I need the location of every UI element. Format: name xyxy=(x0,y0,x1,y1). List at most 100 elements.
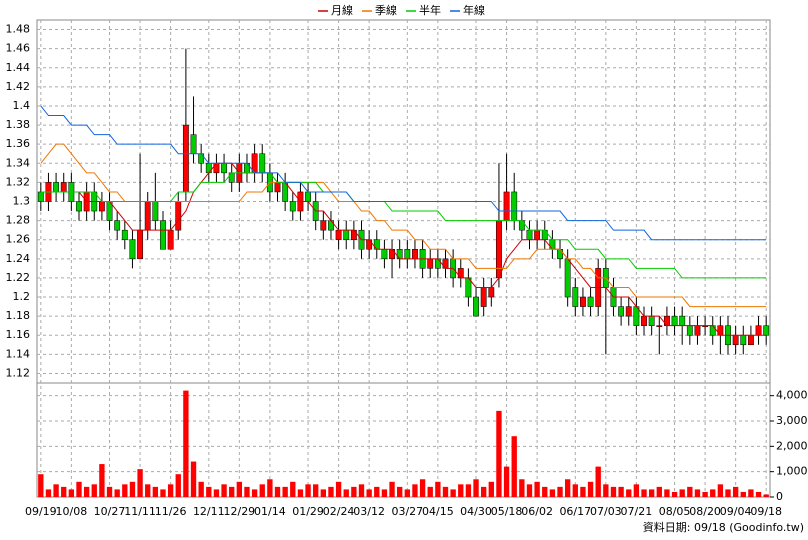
candle-body xyxy=(503,191,510,221)
ma-line xyxy=(40,172,767,279)
volume-bar xyxy=(38,474,44,497)
candle-body xyxy=(427,258,434,269)
candle-body xyxy=(152,201,159,221)
volume-bar xyxy=(229,486,235,497)
x-tick-label: 07/03 xyxy=(590,505,622,518)
y-tick-label: 1.16 xyxy=(6,328,31,341)
candle-body xyxy=(335,229,342,240)
candle-body xyxy=(488,287,495,298)
candle-body xyxy=(763,325,770,336)
candle-body xyxy=(175,201,182,231)
volume-bar xyxy=(480,486,487,497)
candle-body xyxy=(144,201,151,231)
volume-bar xyxy=(671,491,678,497)
candle-body xyxy=(694,325,701,336)
volume-bar xyxy=(76,481,82,497)
candle-body xyxy=(289,201,296,212)
volume-bar xyxy=(656,486,662,497)
volume-bar xyxy=(167,484,174,497)
volume-bar xyxy=(137,469,143,497)
candle-body xyxy=(259,153,266,174)
x-tick-label: 03/12 xyxy=(353,505,385,518)
x-tick-label: 12/29 xyxy=(223,505,255,518)
volume-bar xyxy=(297,489,304,497)
volume-bar xyxy=(282,486,288,497)
volume-bar xyxy=(328,486,334,497)
candle-body xyxy=(511,191,518,221)
volume-bar xyxy=(740,491,746,497)
x-tick-label: 03/27 xyxy=(391,505,423,518)
candle-body xyxy=(709,325,716,336)
volume-bar xyxy=(290,481,296,497)
candle-body xyxy=(98,201,105,212)
y-tick-label: 1.36 xyxy=(6,137,31,150)
x-tick-label: 11/26 xyxy=(155,505,187,518)
volume-bar xyxy=(557,486,563,497)
volume-bar xyxy=(61,486,67,497)
y-tick-label: 1.44 xyxy=(6,61,31,74)
x-tick-label: 12/11 xyxy=(193,505,225,518)
candle-body xyxy=(671,315,678,326)
y2-tick-label: 0 xyxy=(776,490,783,503)
volume-bar xyxy=(618,486,624,497)
volume-bar xyxy=(542,486,548,497)
volume-bar xyxy=(748,489,754,497)
volume-bar xyxy=(603,484,609,497)
volume-bar xyxy=(519,479,525,497)
candle-body xyxy=(618,306,625,317)
candle-body xyxy=(160,220,166,250)
volume-bar xyxy=(442,486,449,497)
volume-bar xyxy=(397,486,403,497)
volume-bar xyxy=(335,481,342,497)
candle-body xyxy=(412,249,418,260)
candle-body xyxy=(755,325,762,336)
volume-bar xyxy=(152,486,159,497)
candle-body xyxy=(732,334,739,346)
volume-bar xyxy=(313,484,319,497)
legend-label: 月線 xyxy=(331,3,353,17)
candle-body xyxy=(121,229,128,240)
x-tick-label: 09/04 xyxy=(720,505,752,518)
volume-bar xyxy=(549,489,556,497)
volume-bar xyxy=(45,489,52,497)
volume-bar xyxy=(435,481,441,497)
candle-body xyxy=(221,163,227,174)
volume-bar xyxy=(633,484,640,497)
candle-body xyxy=(648,315,655,326)
y2-tick-label: 3,000 xyxy=(776,414,808,427)
candle-body xyxy=(305,191,311,202)
volume-bar xyxy=(259,484,265,497)
candle-body xyxy=(572,287,579,307)
y-tick-label: 1.34 xyxy=(6,156,31,169)
y-tick-label: 1.14 xyxy=(6,347,31,360)
candle-body xyxy=(549,239,556,250)
candle-body xyxy=(350,229,357,240)
candle-body xyxy=(641,315,647,326)
volume-bar xyxy=(251,489,258,497)
candle-body xyxy=(564,258,571,298)
y-tick-label: 1.28 xyxy=(6,214,31,227)
candle-body xyxy=(60,182,67,193)
volume-bar xyxy=(198,481,204,497)
volume-bar xyxy=(763,494,769,497)
volume-bar xyxy=(450,489,456,497)
volume-bar xyxy=(580,486,586,497)
volume-bar xyxy=(717,484,724,497)
ma-line xyxy=(40,162,767,336)
candle-body xyxy=(686,325,693,336)
candle-body xyxy=(679,315,686,326)
candle-body xyxy=(76,201,82,212)
candle-body xyxy=(480,287,487,307)
x-tick-label: 06/02 xyxy=(521,505,553,518)
x-tick-label: 01/14 xyxy=(254,505,286,518)
candle-body xyxy=(328,220,334,231)
candle-body xyxy=(129,239,136,260)
volume-bar xyxy=(511,436,517,497)
volume-bar xyxy=(320,489,327,497)
x-tick-label: 09/19 xyxy=(25,505,57,518)
volume-bar xyxy=(160,489,166,497)
y-tick-label: 1.42 xyxy=(6,80,31,93)
volume-bar xyxy=(366,489,372,497)
volume-bar xyxy=(206,486,212,497)
